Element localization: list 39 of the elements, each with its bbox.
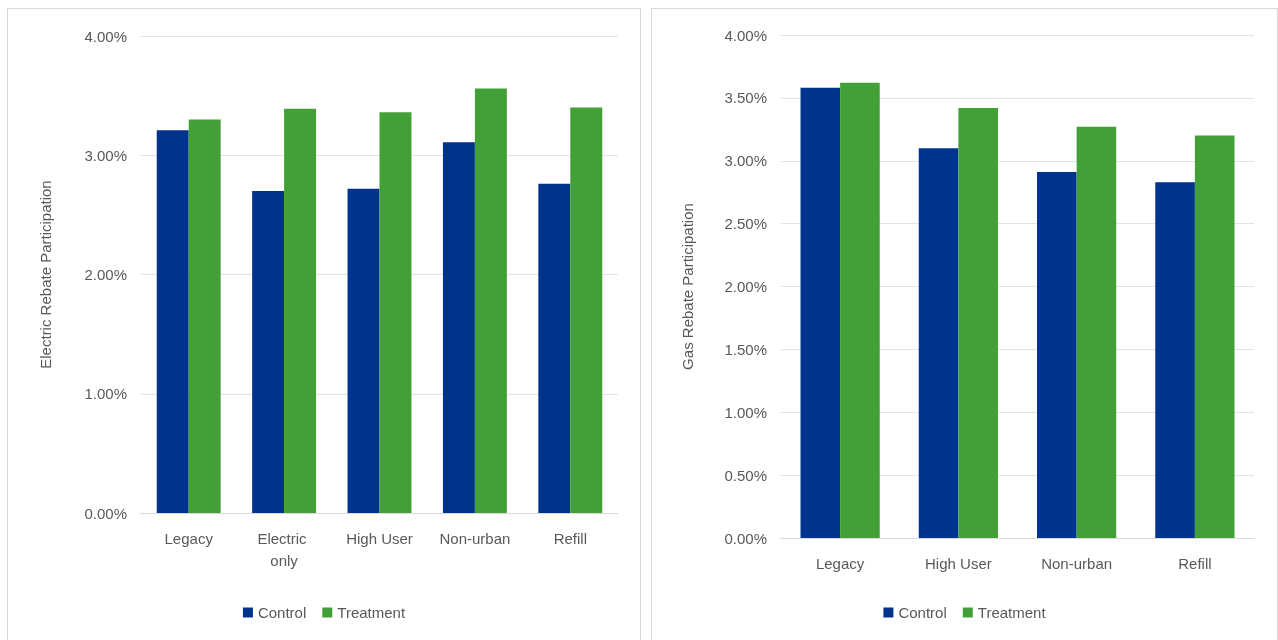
y-tick-label: 4.00%: [724, 26, 767, 44]
y-tick-label: 3.00%: [724, 152, 767, 170]
y-tick-label: 2.50%: [724, 215, 767, 233]
y-tick-label: 0.50%: [724, 466, 767, 484]
bar: [284, 108, 317, 513]
x-tick-label: Refill: [1178, 554, 1212, 572]
x-tick-label: High User: [346, 529, 413, 547]
y-tick-label: 0.00%: [724, 529, 767, 547]
y-tick-label: 1.00%: [84, 385, 127, 403]
y-tick-label: 0.00%: [84, 504, 127, 522]
bar: [252, 191, 285, 513]
bar: [379, 112, 412, 513]
y-tick-label: 1.00%: [724, 403, 767, 421]
bar: [538, 183, 571, 513]
x-tick-label: Legacy: [815, 554, 865, 572]
y-tick-label: 3.50%: [724, 89, 767, 107]
y-axis-title: Gas Rebate Participation: [679, 203, 696, 370]
bar: [570, 107, 603, 513]
bar: [156, 130, 189, 513]
bar: [474, 88, 507, 513]
y-tick-label: 4.00%: [84, 27, 127, 45]
y-tick-label: 3.00%: [84, 146, 127, 164]
x-tick-label: Legacy: [164, 529, 214, 547]
legend-label: Treatment: [337, 604, 406, 621]
y-tick-label: 2.00%: [84, 266, 127, 283]
y-axis-title: Electric Rebate Participation: [37, 180, 54, 369]
legend-label: Control: [898, 604, 947, 621]
x-tick-label: Non-urban: [439, 529, 511, 547]
x-tick-label: High User: [925, 554, 992, 572]
bar: [347, 188, 380, 513]
legend-label: Control: [257, 604, 307, 621]
legend-label: Treatment: [977, 604, 1047, 621]
y-tick-label: 1.50%: [724, 340, 767, 358]
x-tick-label: Non-urban: [1041, 554, 1113, 572]
x-tick-label: Electric only: [257, 529, 311, 569]
x-tick-label: Refill: [553, 529, 587, 547]
bar: [442, 142, 475, 513]
bar: [188, 119, 221, 513]
y-tick-label: 2.00%: [724, 278, 767, 295]
